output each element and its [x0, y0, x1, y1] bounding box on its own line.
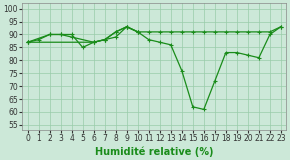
X-axis label: Humidité relative (%): Humidité relative (%) [95, 146, 213, 156]
